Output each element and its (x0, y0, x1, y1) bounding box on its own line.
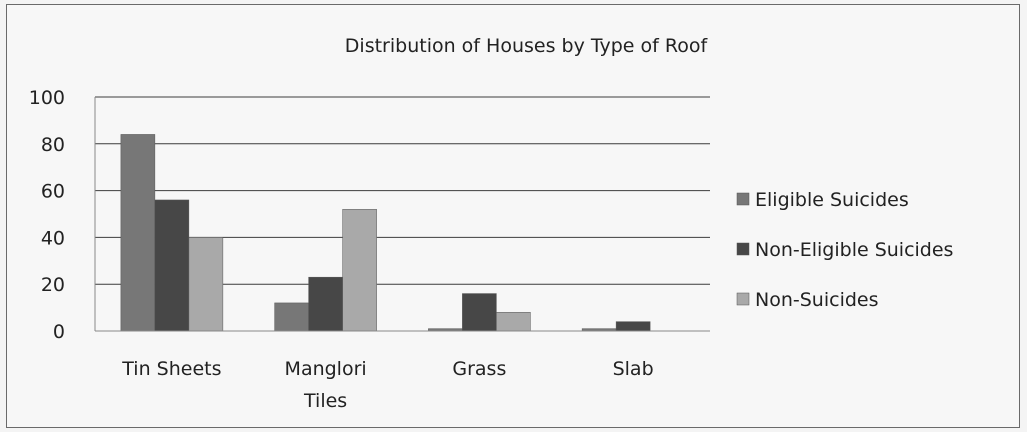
y-tick-label: 80 (41, 134, 65, 156)
x-tick-label: Tin Sheets (121, 358, 221, 380)
legend-label: Eligible Suicides (755, 189, 909, 211)
legend-swatch (736, 192, 750, 206)
legend-label: Non-Eligible Suicides (755, 239, 953, 261)
legend-swatch (736, 292, 750, 306)
y-tick-label: 20 (41, 274, 65, 296)
legend-swatch (736, 242, 750, 256)
x-tick-label: Manglori (285, 358, 367, 380)
bar (308, 276, 343, 332)
chart-title: Distribution of Houses by Type of Roof (345, 35, 709, 57)
y-tick-label: 40 (41, 227, 65, 249)
bar (188, 237, 224, 332)
x-tick-label: Tiles (303, 390, 347, 412)
bars (120, 134, 651, 332)
legend: Eligible Suicides Non-Eligible Suicides No… (736, 189, 953, 311)
y-tick-label: 0 (53, 321, 65, 343)
y-tick-label: 60 (41, 181, 65, 203)
bar (496, 312, 531, 332)
y-axis: 0 20 40 60 80 100 (29, 87, 96, 343)
legend-label: Non-Suicides (755, 289, 879, 311)
bar (154, 199, 190, 332)
bar (274, 302, 309, 332)
x-tick-label: Grass (452, 358, 506, 380)
bar (462, 293, 497, 332)
bar (342, 209, 377, 332)
bar (615, 321, 651, 332)
bar (120, 134, 156, 332)
y-tick-label: 100 (29, 87, 65, 109)
x-tick-label: Slab (613, 358, 654, 380)
x-axis: Tin Sheets Manglori Tiles Grass Slab (95, 330, 710, 412)
